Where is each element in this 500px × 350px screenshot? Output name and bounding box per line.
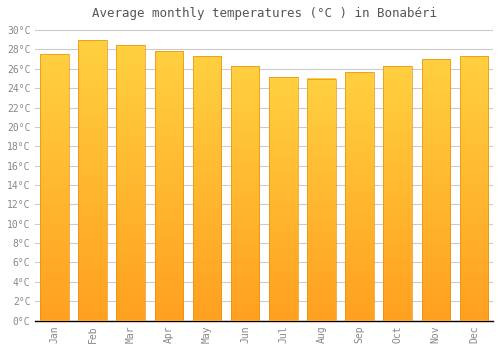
Bar bbox=[78, 40, 107, 321]
Bar bbox=[116, 45, 145, 321]
Bar bbox=[269, 77, 298, 321]
Bar bbox=[422, 59, 450, 321]
Bar bbox=[345, 72, 374, 321]
Bar bbox=[384, 66, 412, 321]
Bar bbox=[192, 56, 222, 321]
Bar bbox=[154, 51, 183, 321]
Title: Average monthly temperatures (°C ) in Bonabéri: Average monthly temperatures (°C ) in Bo… bbox=[92, 7, 436, 20]
Bar bbox=[40, 54, 68, 321]
Bar bbox=[307, 78, 336, 321]
Bar bbox=[231, 66, 260, 321]
Bar bbox=[460, 56, 488, 321]
